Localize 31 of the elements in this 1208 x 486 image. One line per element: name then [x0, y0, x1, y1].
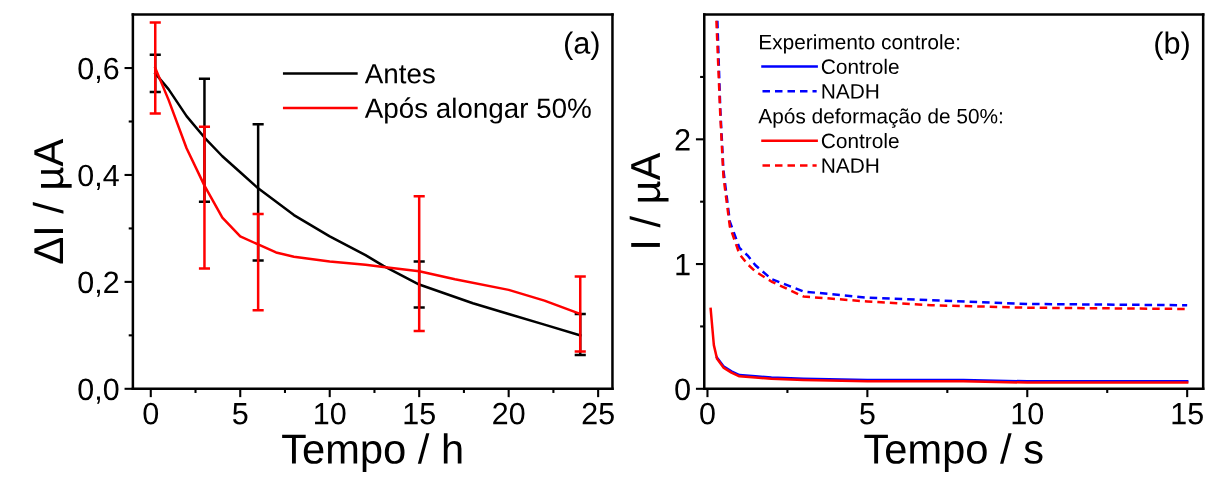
x-tick-label: 15: [404, 403, 435, 425]
x-axis-title: Tempo / h: [282, 433, 462, 473]
y-axis-title: ΔI / µA: [32, 138, 72, 264]
x-tick-label: 0: [700, 402, 715, 425]
y-tick-label: 1: [676, 254, 690, 276]
y-tick-label: 0,6: [78, 57, 119, 84]
x-tick-label: 5: [860, 403, 875, 425]
x-axis-title: Tempo / s: [864, 433, 1043, 473]
y-axis-title: I / µA: [629, 152, 669, 247]
y-tick-label: 0,4: [78, 164, 119, 190]
text: (b): [1155, 31, 1189, 60]
legend-label: Controle: [821, 58, 899, 75]
y-tick-label: 0,2: [78, 271, 119, 297]
x-tick-label: 5: [232, 403, 248, 425]
x-tick-label: 10: [1012, 402, 1044, 425]
x-tick-label: 25: [582, 402, 614, 425]
annotation: Experimento controle:: [760, 34, 960, 54]
y-tick-label: 0: [675, 378, 690, 401]
x-tick-label: 0: [143, 402, 159, 425]
annotation: Após deformação de 50%:: [758, 108, 1002, 128]
y-tick-label: 0,0: [78, 378, 119, 404]
y-tick-label: 2: [675, 129, 690, 151]
legend-label: Antes: [364, 64, 435, 84]
text: (a): [565, 31, 599, 60]
x-tick-label: 15: [1172, 403, 1203, 425]
x-tick-label: 10: [315, 402, 346, 425]
x-tick-label: 20: [493, 402, 525, 425]
legend-label: NADH: [822, 158, 879, 173]
legend-label: Controle: [821, 132, 899, 149]
legend-label: NADH: [822, 84, 879, 99]
legend-label: Após alongar 50%: [364, 97, 591, 124]
